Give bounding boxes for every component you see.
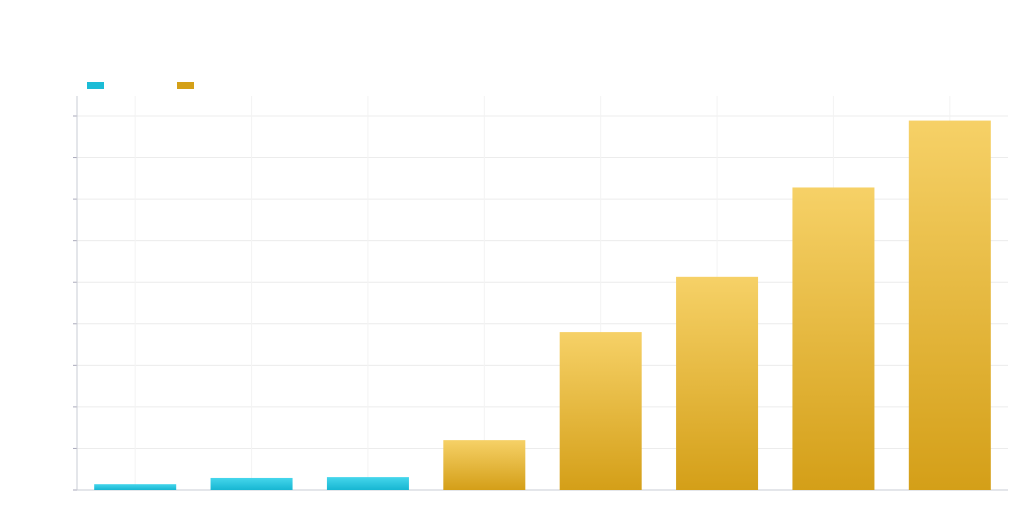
bar[interactable] — [210, 477, 293, 490]
legend-swatch[interactable] — [177, 82, 194, 89]
bar[interactable] — [559, 332, 642, 490]
bar[interactable] — [676, 276, 759, 490]
bar[interactable] — [908, 120, 991, 491]
bar[interactable] — [94, 484, 177, 490]
bar[interactable] — [443, 440, 526, 490]
legend-swatch[interactable] — [87, 82, 104, 89]
bar[interactable] — [792, 187, 875, 490]
bar[interactable] — [326, 477, 409, 490]
legend — [87, 82, 194, 89]
bars — [94, 120, 991, 491]
